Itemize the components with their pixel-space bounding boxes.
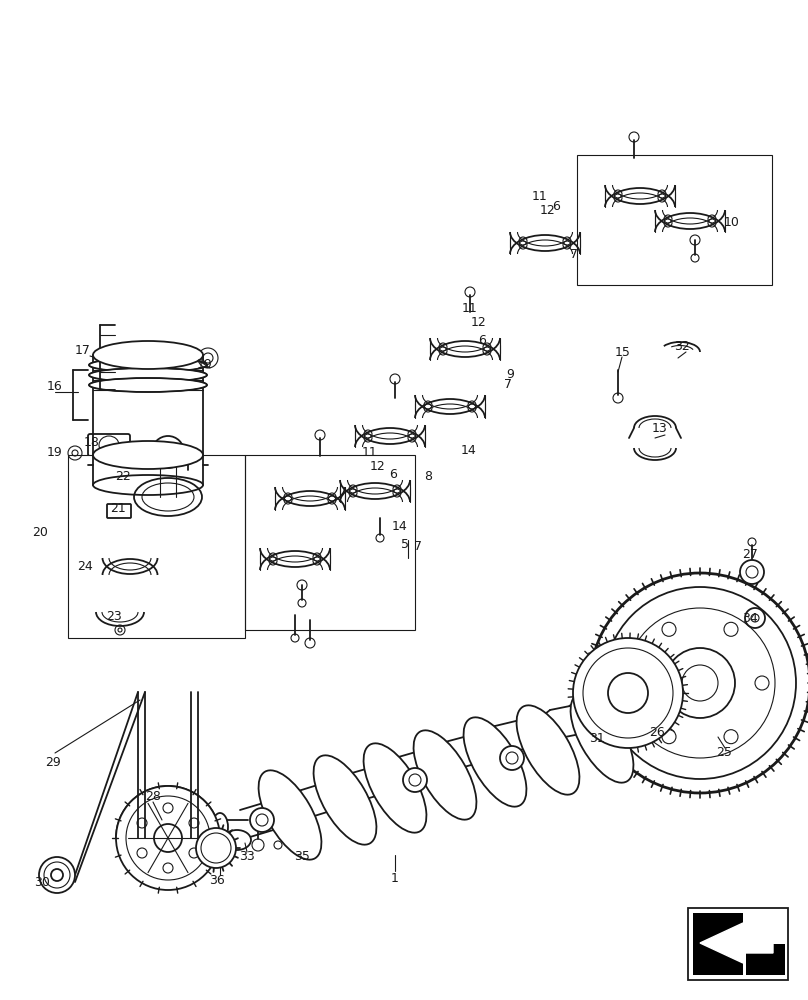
Text: 36: 36 bbox=[209, 874, 225, 886]
Polygon shape bbox=[746, 944, 785, 975]
Text: 17: 17 bbox=[75, 344, 91, 357]
Text: 16: 16 bbox=[47, 380, 63, 393]
Text: 10: 10 bbox=[724, 216, 740, 229]
Ellipse shape bbox=[464, 717, 527, 807]
Ellipse shape bbox=[414, 730, 477, 820]
Circle shape bbox=[724, 622, 738, 636]
Circle shape bbox=[745, 608, 765, 628]
Bar bbox=[688, 908, 788, 980]
Ellipse shape bbox=[516, 705, 579, 795]
FancyBboxPatch shape bbox=[88, 434, 130, 456]
Text: 33: 33 bbox=[239, 850, 255, 863]
Text: 15: 15 bbox=[615, 346, 631, 359]
Ellipse shape bbox=[89, 368, 207, 382]
Ellipse shape bbox=[89, 378, 207, 392]
Text: 6: 6 bbox=[478, 334, 486, 347]
Text: 20: 20 bbox=[32, 526, 48, 540]
Text: 30: 30 bbox=[34, 876, 50, 888]
Text: 19: 19 bbox=[197, 359, 213, 371]
Text: 7: 7 bbox=[570, 248, 578, 261]
Text: 23: 23 bbox=[106, 610, 122, 624]
Text: 12: 12 bbox=[540, 204, 556, 217]
Text: 9: 9 bbox=[506, 367, 514, 380]
Text: 7: 7 bbox=[414, 540, 422, 554]
Text: 11: 11 bbox=[362, 446, 378, 460]
Ellipse shape bbox=[259, 770, 322, 860]
Circle shape bbox=[500, 746, 524, 770]
Text: 12: 12 bbox=[471, 316, 487, 328]
Ellipse shape bbox=[314, 755, 377, 845]
Text: 11: 11 bbox=[462, 302, 478, 314]
Ellipse shape bbox=[364, 743, 427, 833]
Ellipse shape bbox=[93, 441, 203, 469]
Text: 26: 26 bbox=[649, 726, 665, 738]
Bar bbox=[245, 455, 415, 630]
Text: 8: 8 bbox=[424, 471, 432, 484]
Bar bbox=[577, 155, 772, 285]
Circle shape bbox=[662, 730, 676, 744]
Text: 25: 25 bbox=[716, 746, 732, 760]
Circle shape bbox=[590, 573, 808, 793]
Text: 34: 34 bbox=[742, 611, 758, 624]
Text: 35: 35 bbox=[294, 850, 310, 863]
Text: 29: 29 bbox=[45, 756, 61, 770]
Circle shape bbox=[39, 857, 75, 893]
Text: 28: 28 bbox=[145, 790, 161, 804]
Text: 27: 27 bbox=[742, 548, 758, 562]
Polygon shape bbox=[693, 913, 743, 975]
Ellipse shape bbox=[212, 813, 228, 841]
Text: 5: 5 bbox=[401, 538, 409, 552]
Text: 21: 21 bbox=[110, 502, 126, 514]
Text: 31: 31 bbox=[589, 732, 605, 744]
Bar bbox=[68, 455, 245, 638]
Text: 7: 7 bbox=[504, 378, 512, 391]
Ellipse shape bbox=[223, 830, 251, 850]
Circle shape bbox=[662, 622, 676, 636]
Polygon shape bbox=[700, 923, 773, 963]
Circle shape bbox=[403, 768, 427, 792]
Text: 1: 1 bbox=[391, 871, 399, 884]
FancyBboxPatch shape bbox=[107, 504, 131, 518]
Ellipse shape bbox=[570, 693, 633, 783]
Circle shape bbox=[196, 828, 236, 868]
Text: 22: 22 bbox=[115, 471, 131, 484]
Text: 12: 12 bbox=[370, 460, 386, 474]
Circle shape bbox=[724, 730, 738, 744]
Text: 19: 19 bbox=[47, 446, 63, 460]
Text: 14: 14 bbox=[392, 520, 408, 534]
Circle shape bbox=[740, 560, 764, 584]
Text: 18: 18 bbox=[84, 436, 100, 450]
Text: 32: 32 bbox=[674, 340, 690, 354]
Circle shape bbox=[116, 786, 220, 890]
Circle shape bbox=[755, 676, 769, 690]
Text: 6: 6 bbox=[552, 200, 560, 214]
Text: 11: 11 bbox=[532, 190, 548, 204]
Text: 13: 13 bbox=[652, 422, 668, 434]
Text: 6: 6 bbox=[389, 468, 397, 481]
Ellipse shape bbox=[93, 341, 203, 369]
Circle shape bbox=[250, 808, 274, 832]
Text: 14: 14 bbox=[461, 444, 477, 456]
Circle shape bbox=[631, 676, 645, 690]
Ellipse shape bbox=[89, 358, 207, 372]
Text: 24: 24 bbox=[77, 560, 93, 572]
Circle shape bbox=[573, 638, 683, 748]
